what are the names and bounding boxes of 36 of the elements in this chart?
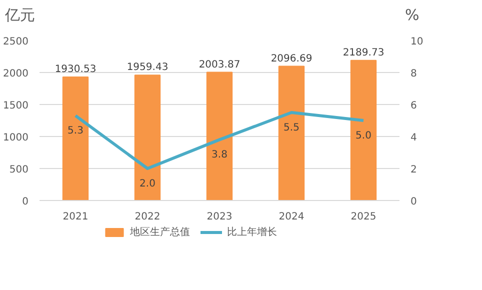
data-label: 1930.53 bbox=[54, 64, 96, 75]
x-tick-label: 2025 bbox=[350, 212, 376, 222]
legend-label: 地区生产总值 bbox=[130, 226, 190, 239]
y-tick-label: 500 bbox=[9, 164, 29, 176]
legend-label: 比上年增长 bbox=[226, 226, 277, 239]
y2-tick-label: 8 bbox=[410, 68, 417, 80]
y2-tick-label: 4 bbox=[410, 132, 417, 144]
y2-tick-label: 0 bbox=[410, 196, 417, 208]
y-tick-label: 2500 bbox=[3, 36, 29, 48]
data-label: 3.8 bbox=[212, 150, 228, 161]
data-label: 1959.43 bbox=[126, 62, 168, 74]
data-label: 5.5 bbox=[284, 122, 300, 134]
x-tick-label: 2021 bbox=[62, 212, 88, 222]
data-label: 2096.69 bbox=[270, 53, 312, 64]
y-tick-label: 2000 bbox=[3, 68, 29, 80]
data-label: 2189.73 bbox=[342, 47, 384, 58]
bar bbox=[278, 66, 305, 200]
bar bbox=[134, 74, 161, 200]
bar bbox=[206, 72, 233, 200]
bar bbox=[350, 60, 377, 200]
y2-tick-label: 10 bbox=[410, 36, 424, 48]
data-label: 2003.87 bbox=[198, 59, 240, 70]
data-label: 2.0 bbox=[140, 178, 156, 190]
x-tick-label: 2022 bbox=[134, 212, 160, 222]
data-label: 5.3 bbox=[68, 126, 84, 137]
y2-tick-label: 2 bbox=[410, 164, 417, 176]
y2-axis-title: % bbox=[405, 5, 420, 26]
y-axis-title: 亿元 bbox=[5, 5, 35, 26]
y-tick-label: 1000 bbox=[3, 132, 29, 144]
x-tick-label: 2024 bbox=[278, 212, 304, 222]
data-label: 5.0 bbox=[356, 130, 372, 142]
y-tick-label: 1500 bbox=[3, 100, 29, 112]
y-tick-label: 0 bbox=[22, 196, 29, 208]
x-tick-label: 2023 bbox=[206, 212, 232, 222]
bar bbox=[62, 76, 89, 200]
y2-tick-label: 6 bbox=[410, 100, 417, 112]
